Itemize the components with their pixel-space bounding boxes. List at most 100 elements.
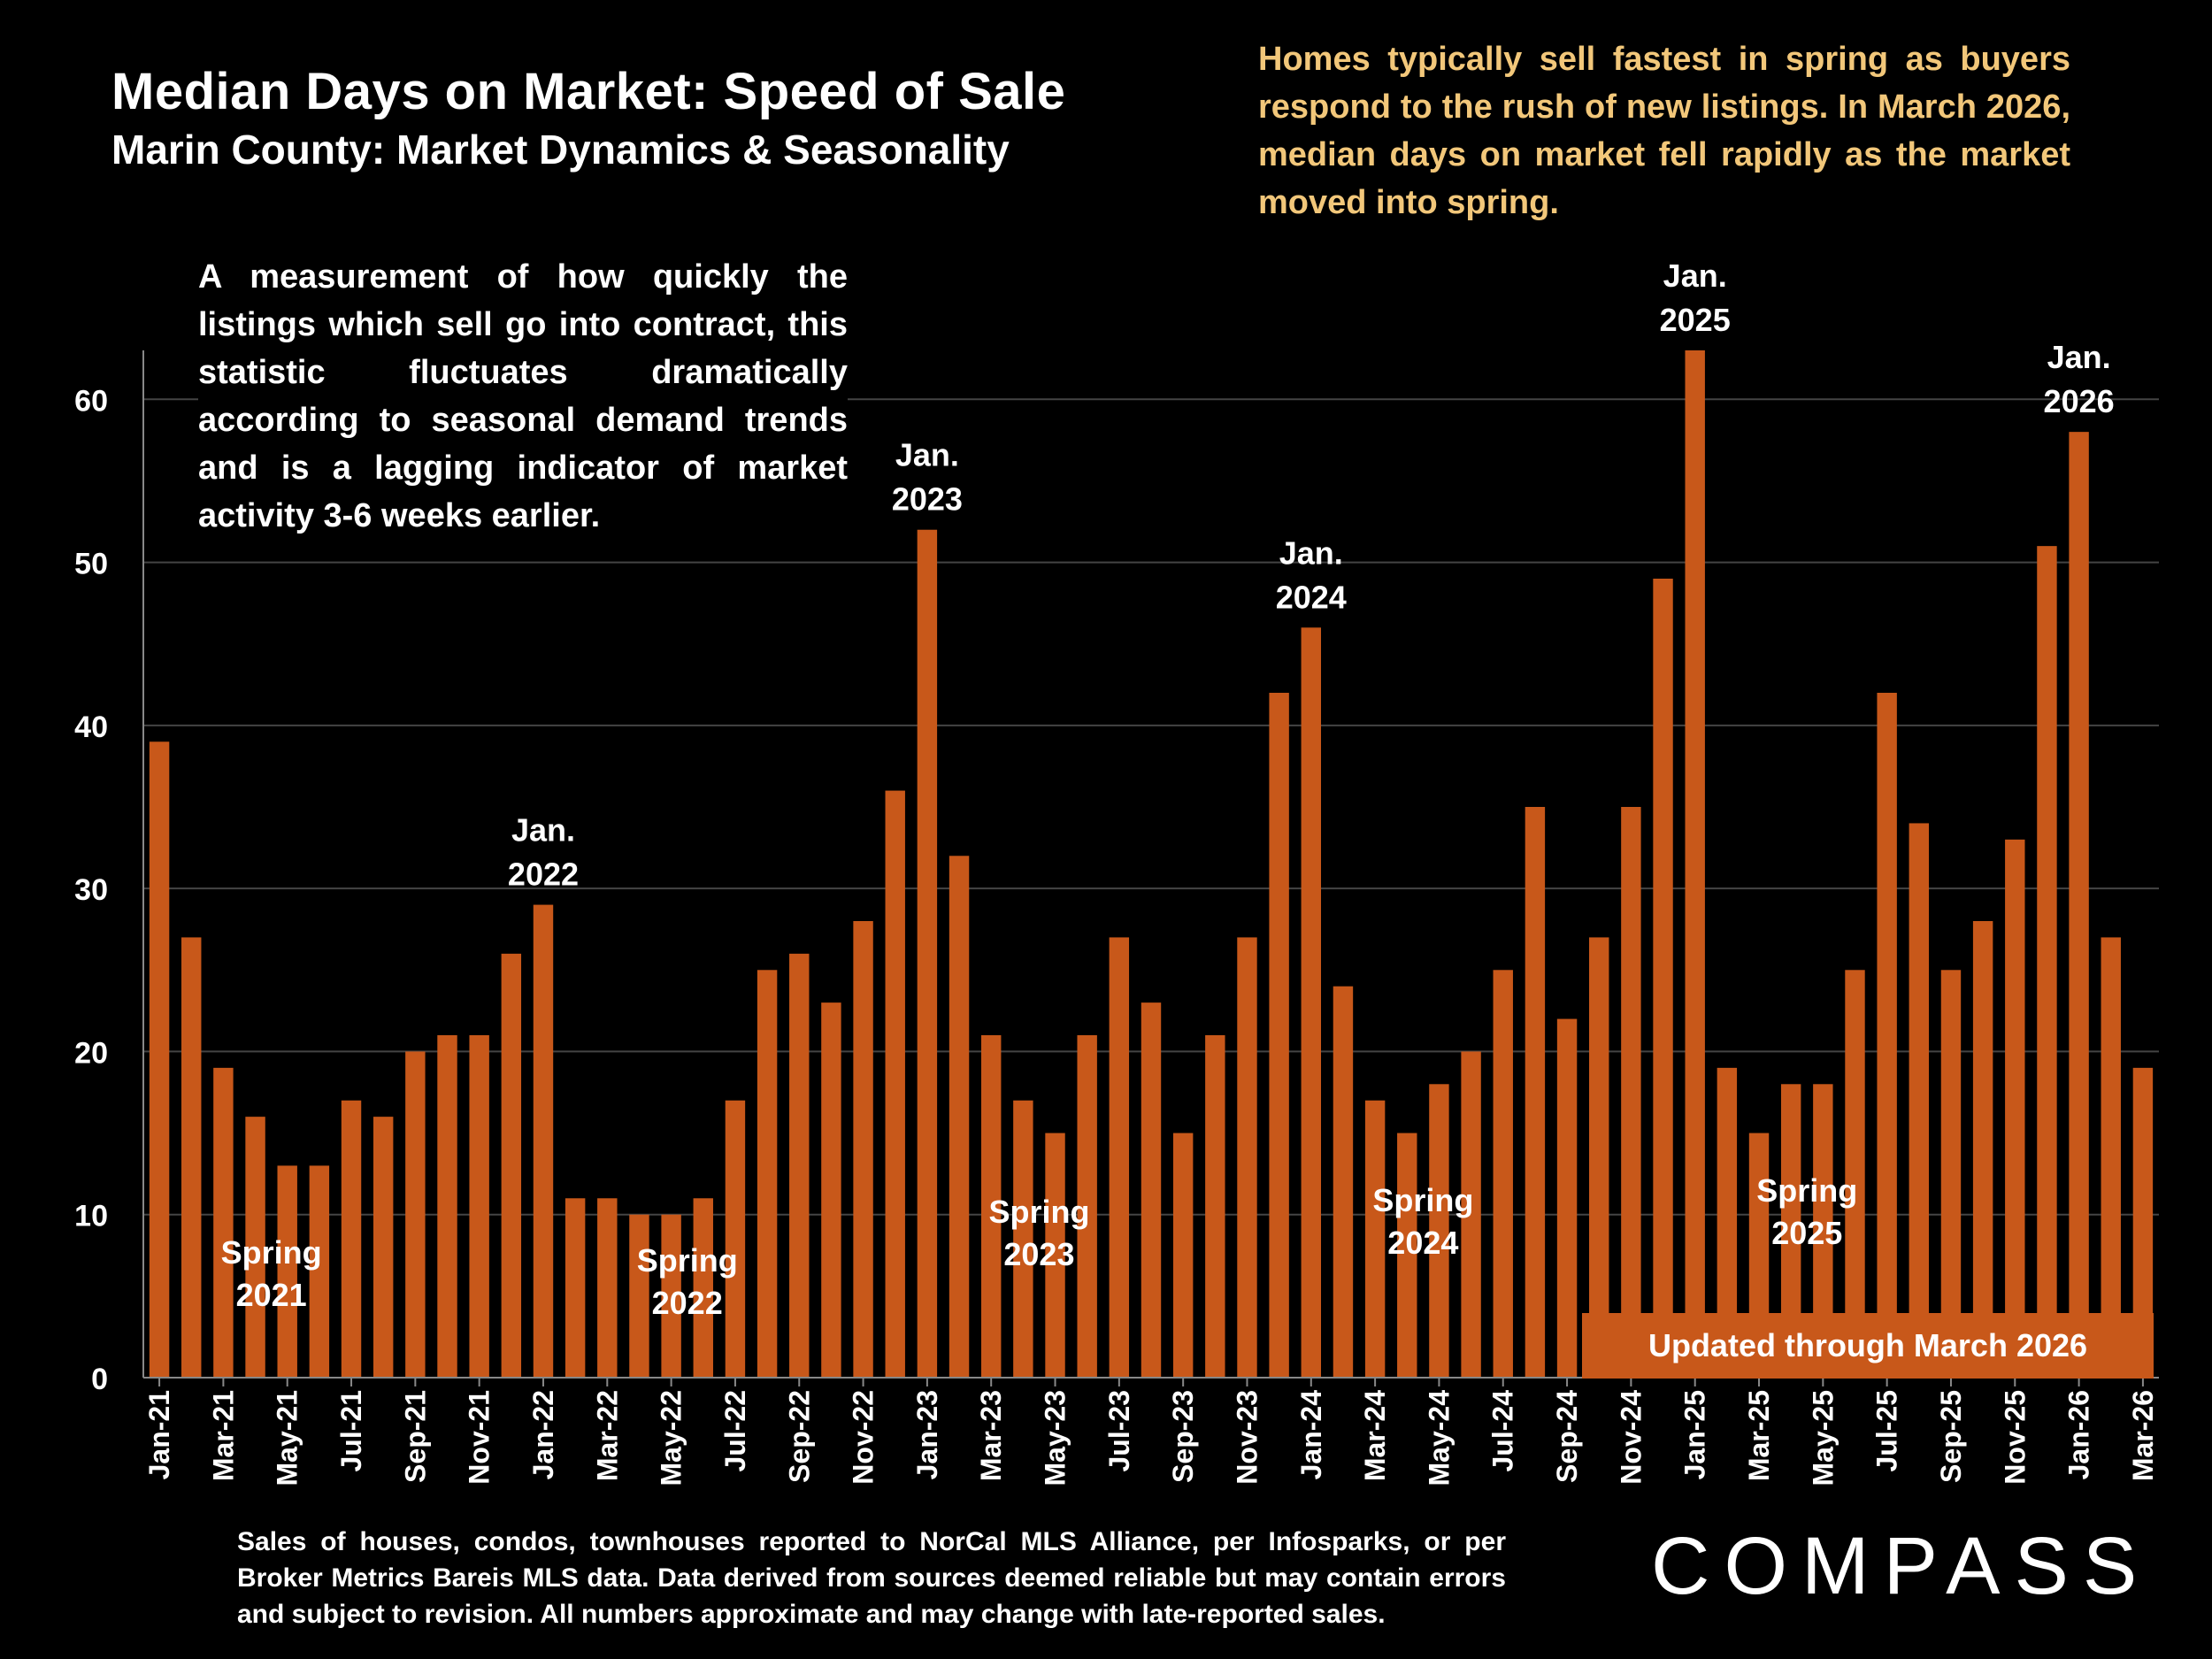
x-tick-label: Jan-26 <box>2063 1390 2095 1479</box>
updated-banner <box>1582 1313 2154 1379</box>
bar-Jan-22 <box>533 904 554 1378</box>
bar-Feb-22 <box>565 1198 586 1378</box>
chart-title: Median Days on Market: Speed of Sale <box>111 63 1066 120</box>
x-tick-label: Mar-26 <box>2127 1390 2159 1481</box>
y-tick-label: 10 <box>74 1200 108 1233</box>
x-tick-label: Jan-23 <box>911 1390 943 1479</box>
jan-annotation: Jan. <box>895 437 959 473</box>
x-tick-label: Nov-23 <box>1231 1390 1263 1485</box>
bar-Jan-24 <box>1301 627 1322 1378</box>
x-axis: Jan-21 Mar-21 May-21 Jul-21 Sep-21 Nov-21 Jan-… <box>143 1378 2159 1486</box>
jan-annotation: Jan. <box>1279 534 1343 571</box>
bar-Dec-22 <box>885 790 905 1378</box>
x-tick-label: Sep-22 <box>783 1390 815 1483</box>
bar-May-21 <box>277 1165 297 1378</box>
bar-Mar-22 <box>597 1198 618 1378</box>
x-tick-label: May-23 <box>1040 1390 1071 1486</box>
bar-Jul-25 <box>1877 693 1897 1378</box>
bar-Oct-21 <box>437 1035 457 1378</box>
x-tick-label: Mar-24 <box>1359 1390 1391 1481</box>
spring-annotation: Spring <box>1372 1182 1473 1218</box>
spring-annotation: 2024 <box>1387 1225 1458 1261</box>
y-tick-label: 60 <box>74 384 108 418</box>
jan-annotation: Jan. <box>2047 339 2111 375</box>
bar-Feb-21 <box>181 937 202 1378</box>
x-tick-label: Jan-22 <box>527 1390 559 1479</box>
spring-annotation: Spring <box>637 1242 738 1279</box>
bar-Mar-23 <box>980 1035 1002 1378</box>
y-tick-label: 40 <box>74 710 108 744</box>
bar-Apr-23 <box>1013 1100 1033 1378</box>
x-tick-label: Jul-22 <box>719 1390 751 1471</box>
annotations: Jan. 2022 Jan. 2023 Jan. 2024 Jan. 2025 Jan. 2026… <box>221 257 2115 1321</box>
x-tick-label: Sep-23 <box>1167 1390 1199 1483</box>
bar-Apr-24 <box>1397 1133 1417 1378</box>
x-tick-label: Sep-25 <box>1935 1390 1967 1483</box>
jan-annotation: 2022 <box>508 856 579 893</box>
x-tick-label: Nov-24 <box>1615 1390 1647 1485</box>
bar-Oct-22 <box>821 1002 841 1378</box>
x-tick-label: Mar-22 <box>591 1390 623 1481</box>
bar-Aug-21 <box>373 1117 394 1378</box>
bar-Apr-22 <box>629 1214 649 1378</box>
bar-Aug-23 <box>1141 1002 1162 1378</box>
x-tick-label: Jul-25 <box>1871 1390 1903 1471</box>
bar-Sep-21 <box>405 1051 426 1378</box>
x-tick-label: Mar-25 <box>1743 1390 1775 1481</box>
x-tick-label: Jul-21 <box>335 1390 367 1471</box>
bar-Aug-25 <box>1909 823 1930 1378</box>
bar-Feb-23 <box>949 856 970 1378</box>
chart-subtitle: Marin County: Market Dynamics & Seasonal… <box>111 127 1010 173</box>
compass-logo: COMPASS <box>1651 1521 2152 1611</box>
bar-May-25 <box>1813 1084 1833 1378</box>
bar-Nov-23 <box>1237 937 1257 1378</box>
bar-Jun-25 <box>1845 970 1865 1378</box>
bars <box>149 350 2154 1379</box>
x-tick-label: Nov-22 <box>848 1390 879 1485</box>
bar-Mar-26 <box>2132 1067 2154 1378</box>
jan-annotation: Jan. <box>1663 257 1727 294</box>
bar-Dec-21 <box>501 953 522 1378</box>
bar-Feb-25 <box>1717 1067 1738 1378</box>
x-tick-label: Sep-24 <box>1551 1390 1583 1483</box>
bar-Mar-24 <box>1364 1100 1386 1378</box>
bar-May-24 <box>1429 1084 1449 1378</box>
bar-Jan-21 <box>149 741 170 1378</box>
bar-Nov-21 <box>469 1035 489 1378</box>
bar-Nov-25 <box>2005 839 2025 1378</box>
jan-annotation: 2025 <box>1660 302 1731 338</box>
x-tick-label: Jul-24 <box>1487 1390 1519 1472</box>
x-tick-label: Nov-25 <box>1999 1390 2031 1485</box>
x-tick-label: Jan-25 <box>1679 1390 1711 1479</box>
bar-May-23 <box>1045 1133 1065 1378</box>
bar-Jul-21 <box>341 1100 362 1378</box>
bar-Apr-21 <box>245 1117 265 1378</box>
spring-annotation: Spring <box>988 1194 1089 1230</box>
bar-Jan-25 <box>1685 350 1705 1378</box>
bar-Jul-22 <box>725 1100 746 1378</box>
x-tick-label: May-24 <box>1423 1390 1455 1486</box>
bar-Oct-25 <box>1972 921 1993 1378</box>
callout-text: Homes typically sell fastest in spring a… <box>1258 41 2070 221</box>
bar-Aug-24 <box>1525 807 1546 1378</box>
x-tick-label: Sep-21 <box>399 1390 431 1483</box>
y-axis: 0 10 20 30 40 50 60 <box>74 350 2159 1396</box>
spring-annotation: Spring <box>1756 1172 1857 1209</box>
bar-Apr-25 <box>1780 1084 1801 1378</box>
bar-Dec-24 <box>1653 579 1673 1378</box>
bar-Feb-24 <box>1333 986 1354 1378</box>
spring-annotation: 2022 <box>652 1285 723 1321</box>
bar-Nov-22 <box>853 921 873 1378</box>
jan-annotation: 2023 <box>892 481 963 518</box>
bar-Sep-25 <box>1940 970 1962 1378</box>
y-tick-label: 30 <box>74 873 108 907</box>
y-tick-label: 0 <box>91 1363 108 1396</box>
jan-annotation: Jan. <box>511 812 575 849</box>
bar-Jul-23 <box>1109 937 1130 1378</box>
bar-Aug-22 <box>757 970 778 1378</box>
bar-Nov-24 <box>1621 807 1641 1378</box>
updated-label: Updated through March 2026 <box>1647 1327 2088 1363</box>
x-tick-label: Mar-23 <box>975 1390 1007 1481</box>
bar-Sep-24 <box>1556 1018 1578 1378</box>
